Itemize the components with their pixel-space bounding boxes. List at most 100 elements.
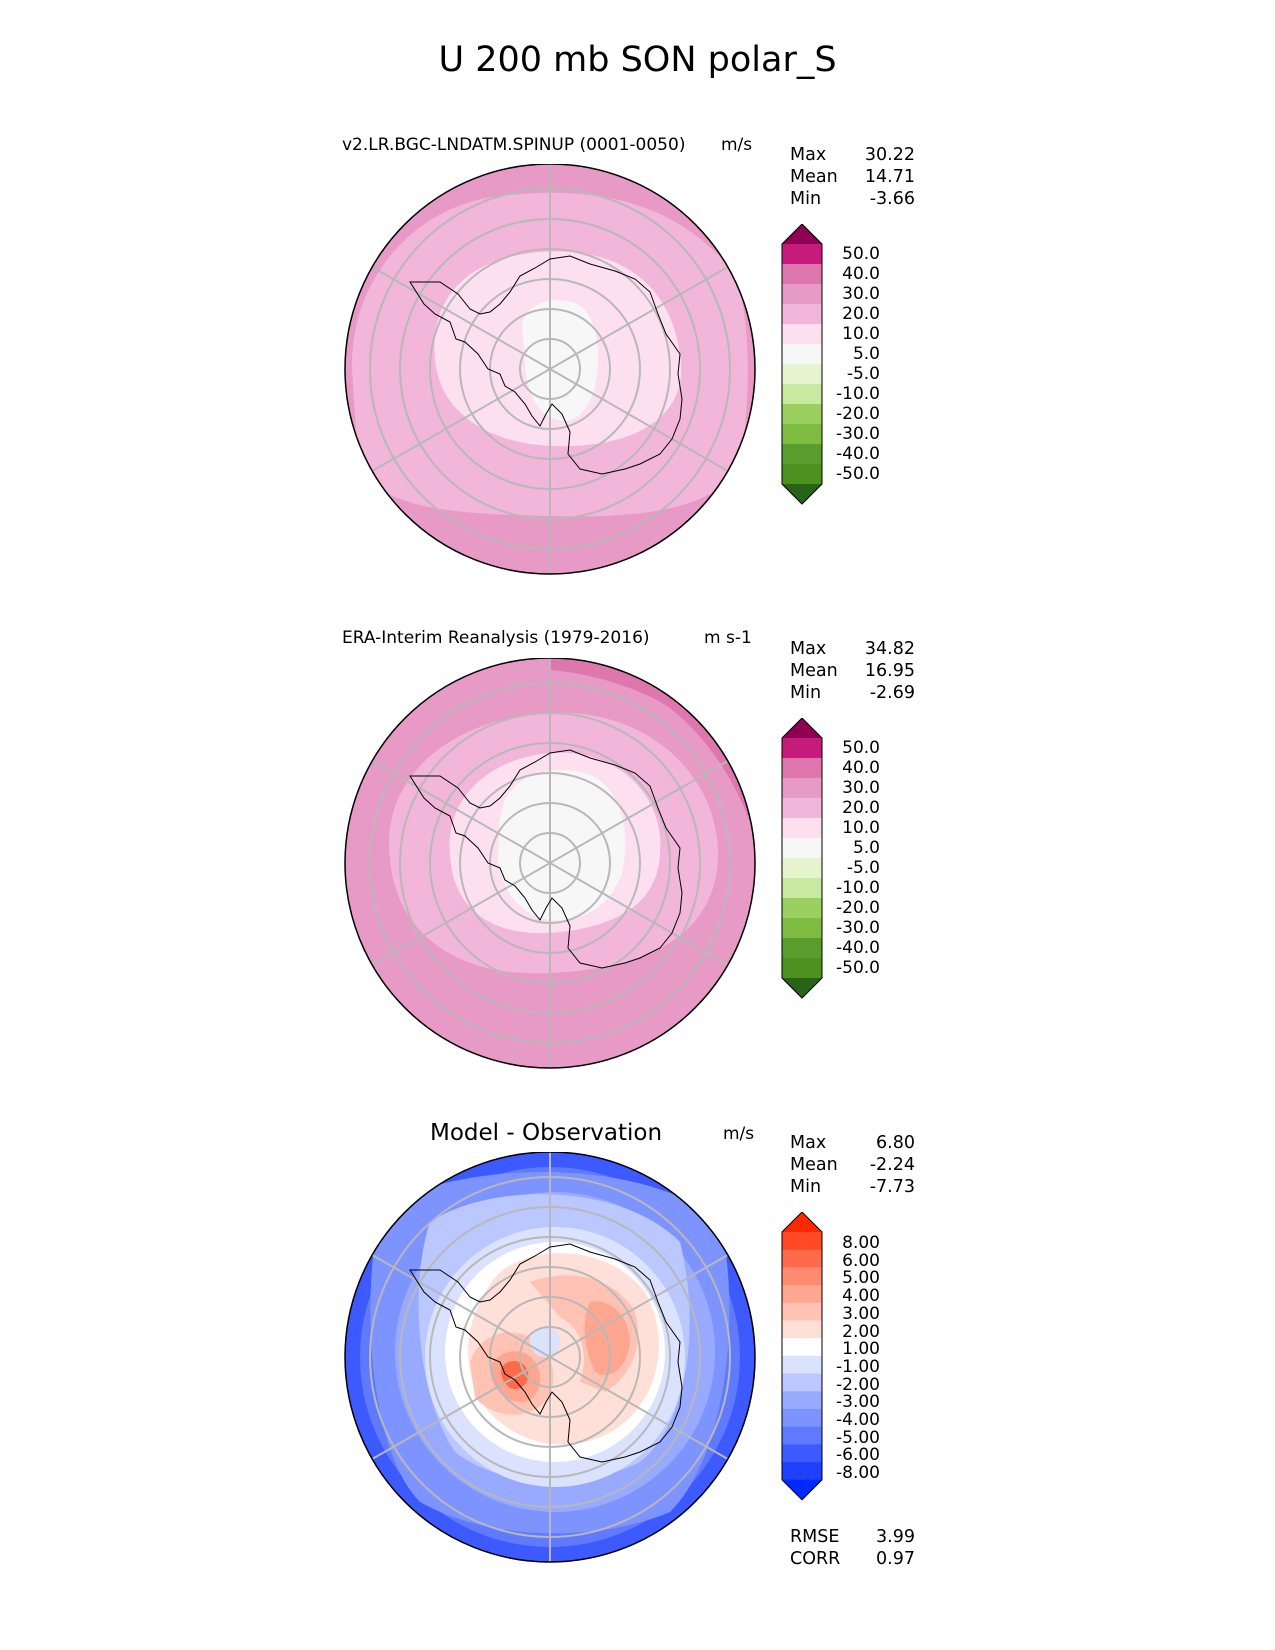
cb-tick-label: -5.00 bbox=[836, 1427, 880, 1448]
panel-2-graticule bbox=[366, 658, 734, 1068]
cb-tick-label: -8.00 bbox=[836, 1463, 880, 1484]
colorbar-segment bbox=[782, 938, 822, 959]
panel-1-graticule bbox=[366, 164, 734, 574]
cb-tick-label: -50.0 bbox=[836, 464, 880, 484]
colorbar-segment bbox=[782, 364, 822, 385]
cb-tick-label: -6.00 bbox=[836, 1445, 880, 1466]
colorbar-segment bbox=[782, 918, 822, 939]
panel-3-units: m/s bbox=[723, 1124, 755, 1144]
colorbar-outline bbox=[781, 1212, 823, 1501]
panel-3-border bbox=[344, 1152, 756, 1563]
colorbar-segment bbox=[782, 1320, 822, 1339]
panel-2-stats: Max 34.82 Mean 16.95 Min -2.69 bbox=[790, 638, 915, 704]
stat-min: Min -3.66 bbox=[790, 189, 915, 209]
cb-tick-label: 1.00 bbox=[842, 1339, 880, 1360]
cb-tick-label: 4.00 bbox=[842, 1286, 880, 1307]
cb-tick-label: 5.00 bbox=[842, 1268, 880, 1289]
cb-tick-label: 8.00 bbox=[842, 1233, 880, 1253]
colorbar-segment bbox=[782, 738, 822, 759]
cb-tick-label: -2.00 bbox=[836, 1374, 880, 1395]
panel-1-colorbar-segments bbox=[781, 224, 823, 505]
cb-tick-label: 50.0 bbox=[842, 738, 880, 758]
cb-tick-label: -50.0 bbox=[836, 958, 880, 978]
cb-tick-label: -4.00 bbox=[836, 1410, 880, 1430]
panel-3-map bbox=[344, 1152, 756, 1563]
colorbar-segment bbox=[782, 798, 822, 819]
panel-3-colorbar bbox=[781, 1212, 823, 1501]
colorbar-cap-top bbox=[782, 1212, 822, 1232]
colorbar-segment bbox=[782, 1249, 822, 1268]
colorbar-segment bbox=[782, 324, 822, 345]
cb-tick-label: -10.0 bbox=[836, 878, 880, 898]
colorbar-segment bbox=[782, 1462, 822, 1481]
colorbar-segment bbox=[782, 304, 822, 325]
colorbar-segment bbox=[782, 818, 822, 839]
colorbar-cap-bottom bbox=[782, 484, 822, 504]
panel-2-map bbox=[344, 658, 756, 1069]
panel-2-units: m s-1 bbox=[704, 628, 752, 648]
cb-tick-label: 5.0 bbox=[852, 344, 880, 364]
colorbar-segment bbox=[782, 1232, 822, 1251]
panel-3-colorbar-segments bbox=[781, 1212, 823, 1501]
colorbar-segment bbox=[782, 464, 822, 485]
colorbar-segment bbox=[782, 878, 822, 899]
colorbar-segment bbox=[782, 424, 822, 445]
cb-tick-label: 2.00 bbox=[842, 1321, 880, 1342]
panel-1-colorbar bbox=[781, 224, 823, 505]
colorbar-segment bbox=[782, 838, 822, 859]
panel-2-colorbar bbox=[781, 718, 823, 999]
colorbar-segment bbox=[782, 958, 822, 979]
panel-3-stats: Max 6.80 Mean -2.24 Min -7.73 bbox=[790, 1132, 915, 1198]
panel-1-coastline bbox=[409, 255, 683, 475]
cb-tick-label: 40.0 bbox=[842, 758, 880, 778]
colorbar-segment bbox=[782, 858, 822, 879]
panel-1-map bbox=[344, 164, 756, 575]
cb-tick-label: -20.0 bbox=[836, 898, 880, 918]
stat-max: Max 30.22 bbox=[790, 145, 915, 165]
panel-1-title: v2.LR.BGC-LNDATM.SPINUP (0001-0050) bbox=[342, 135, 686, 155]
colorbar-segment bbox=[782, 898, 822, 919]
panel-1-border bbox=[344, 164, 756, 575]
stat-mean: Mean -2.24 bbox=[790, 1155, 915, 1175]
panel-3-colorbar-labels: 8.00 6.00 5.00 4.00 3.00 2.00 1.00 -1.00… bbox=[830, 1233, 880, 1498]
stat-min: Min -2.69 bbox=[790, 683, 915, 703]
panel-2-title: ERA-Interim Reanalysis (1979-2016) bbox=[342, 628, 650, 648]
colorbar-segment bbox=[782, 384, 822, 405]
cb-tick-label: 6.00 bbox=[842, 1250, 880, 1271]
colorbar-segment bbox=[782, 778, 822, 799]
colorbar-segment bbox=[782, 1444, 822, 1463]
cb-tick-label: -40.0 bbox=[836, 444, 880, 464]
colorbar-outline bbox=[781, 224, 823, 505]
colorbar-cap-bottom bbox=[782, 978, 822, 998]
colorbar-segment bbox=[782, 1426, 822, 1445]
cb-tick-label: 20.0 bbox=[842, 798, 880, 818]
stat-corr: CORR 0.97 bbox=[790, 1549, 915, 1569]
colorbar-segment bbox=[782, 344, 822, 365]
colorbar-segment bbox=[782, 284, 822, 305]
cb-tick-label: 10.0 bbox=[842, 818, 880, 838]
colorbar-segment bbox=[782, 1355, 822, 1375]
colorbar-segment bbox=[782, 1267, 822, 1286]
colorbar-segment bbox=[782, 1302, 822, 1321]
colorbar-segment bbox=[782, 1391, 822, 1410]
colorbar-segment bbox=[782, 1409, 822, 1428]
panel-3-title: Model - Observation bbox=[430, 1120, 663, 1146]
panel-2-border bbox=[344, 658, 756, 1069]
colorbar-cap-top bbox=[782, 718, 822, 738]
colorbar-cap-bottom bbox=[782, 1479, 822, 1500]
stat-mean: Mean 16.95 bbox=[790, 661, 915, 681]
stat-max: Max 34.82 bbox=[790, 639, 915, 659]
colorbar-outline bbox=[781, 718, 823, 999]
panel-2-colorbar-segments bbox=[781, 718, 823, 999]
panel-2-coastline bbox=[409, 749, 683, 969]
panel-1-colorbar-labels: 50.0 40.0 30.0 20.0 10.0 5.0 -5.0 -10.0 … bbox=[830, 244, 880, 494]
cb-tick-label: -10.0 bbox=[836, 384, 880, 404]
cb-tick-label: 30.0 bbox=[842, 284, 880, 304]
stat-min: Min -7.73 bbox=[790, 1177, 915, 1197]
cb-tick-label: -3.00 bbox=[836, 1392, 880, 1413]
stat-mean: Mean 14.71 bbox=[790, 167, 915, 187]
cb-tick-label: -5.0 bbox=[846, 858, 880, 878]
cb-tick-label: 40.0 bbox=[842, 264, 880, 284]
cb-tick-label: -20.0 bbox=[836, 404, 880, 424]
stat-max: Max 6.80 bbox=[790, 1133, 915, 1153]
